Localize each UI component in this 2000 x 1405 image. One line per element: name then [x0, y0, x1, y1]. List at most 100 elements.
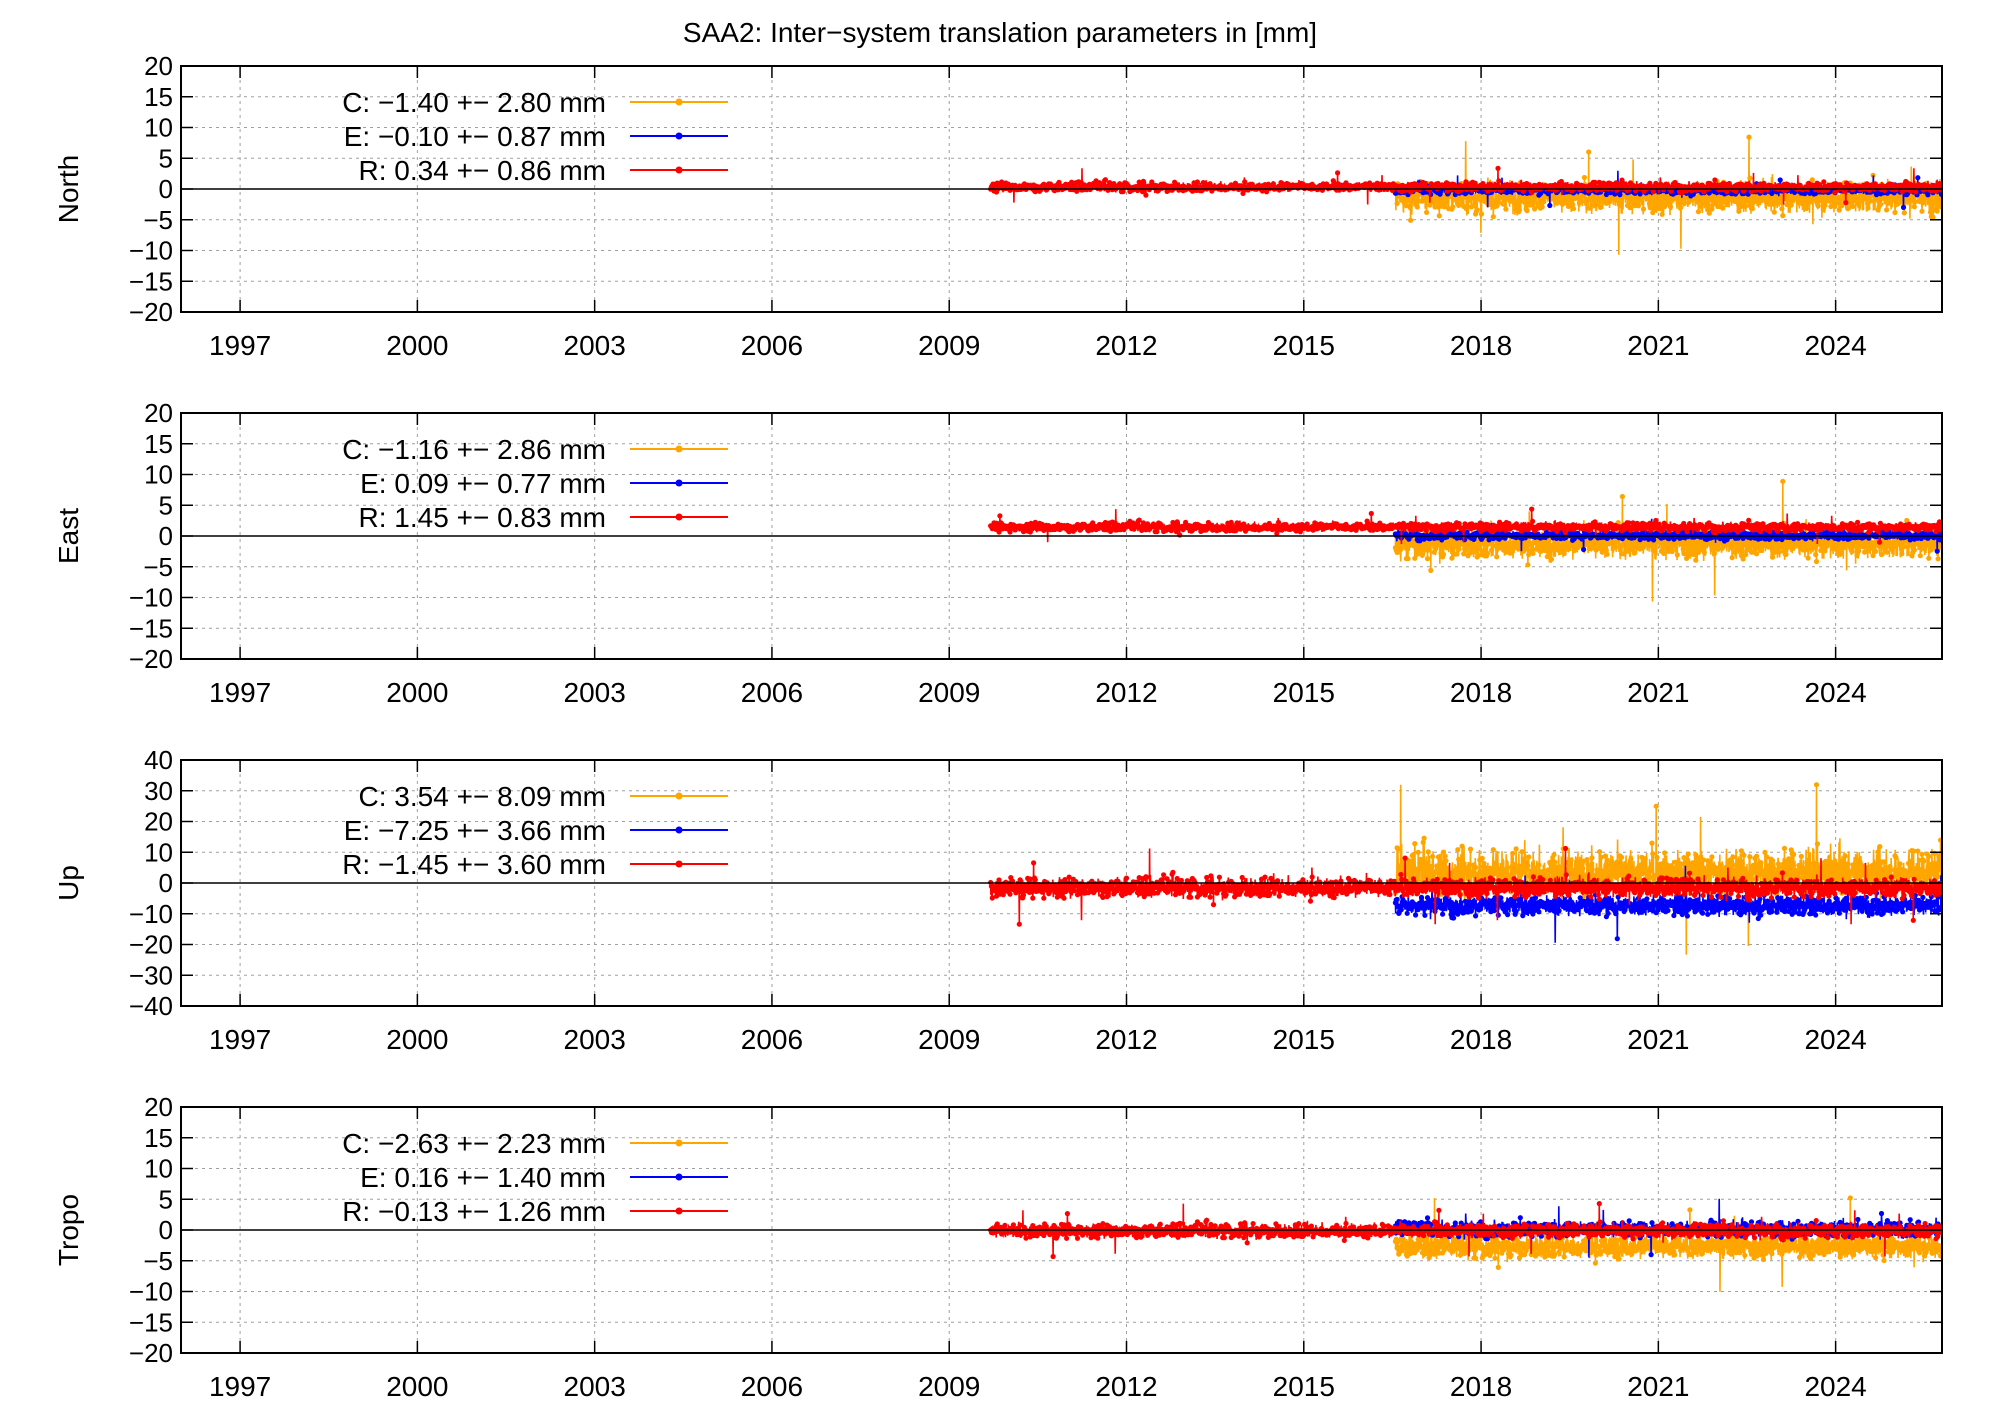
- data-point: [1524, 208, 1529, 213]
- data-point: [1692, 543, 1697, 548]
- data-point: [1668, 204, 1673, 209]
- data-point: [1141, 179, 1146, 184]
- data-point: [1678, 205, 1683, 210]
- data-point: [1841, 541, 1846, 546]
- data-point: [1712, 551, 1717, 556]
- data-point: [1464, 206, 1469, 211]
- data-point: [1077, 179, 1082, 184]
- y-tick-label: −5: [143, 205, 173, 235]
- data-point: [1709, 206, 1714, 211]
- data-point: [1563, 530, 1568, 535]
- data-point: [1777, 549, 1782, 554]
- data-point: [1892, 210, 1897, 215]
- data-point: [1935, 209, 1940, 214]
- y-tick-label: 20: [144, 51, 173, 81]
- data-point: [1821, 207, 1826, 212]
- data-point: [1725, 202, 1730, 207]
- data-point: [1660, 212, 1665, 217]
- data-point: [1716, 541, 1721, 546]
- data-point: [1459, 542, 1464, 547]
- data-point: [1702, 550, 1707, 555]
- data-point: [1754, 551, 1759, 556]
- data-point: [1884, 550, 1889, 555]
- x-tick-label: 2000: [386, 330, 448, 361]
- x-tick-label: 2006: [741, 330, 803, 361]
- data-point: [1517, 207, 1522, 212]
- data-point: [1495, 166, 1500, 171]
- data-point: [1699, 545, 1704, 550]
- data-point: [1730, 555, 1735, 560]
- data-point: [1743, 204, 1748, 209]
- data-point: [1902, 210, 1907, 215]
- data-point: [1659, 197, 1664, 202]
- data-point: [1629, 544, 1634, 549]
- data-point: [1865, 205, 1870, 210]
- data-point: [1491, 214, 1496, 219]
- data-point: [1540, 204, 1545, 209]
- data-point: [1427, 547, 1432, 552]
- data-point: [1450, 204, 1455, 209]
- data-point: [1475, 207, 1480, 212]
- data-point: [1103, 177, 1108, 182]
- data-point: [1855, 520, 1860, 525]
- data-point: [1871, 553, 1876, 558]
- data-point: [1770, 555, 1775, 560]
- data-point: [1033, 520, 1038, 525]
- data-point: [1552, 545, 1557, 550]
- data-point: [1746, 135, 1751, 140]
- data-point: [1582, 175, 1587, 180]
- data-point: [1530, 519, 1535, 524]
- data-point: [1784, 552, 1789, 557]
- data-point: [1758, 529, 1763, 534]
- legend-label-C: C: −1.40 +− 2.80 mm: [342, 87, 606, 118]
- data-point: [1884, 207, 1889, 212]
- data-point: [1919, 209, 1924, 214]
- data-point: [1425, 556, 1430, 561]
- data-point: [1913, 199, 1918, 204]
- data-point: [1856, 548, 1861, 553]
- data-point: [1549, 557, 1554, 562]
- data-point: [1624, 195, 1629, 200]
- data-point: [1930, 215, 1935, 220]
- data-point: [1547, 203, 1552, 208]
- data-point: [1843, 200, 1848, 205]
- data-point: [1915, 175, 1920, 180]
- data-point: [1417, 545, 1422, 550]
- data-point: [1529, 507, 1534, 512]
- data-point: [1437, 543, 1442, 548]
- series-points-C: [1393, 135, 1944, 223]
- data-point: [1143, 193, 1148, 198]
- data-point: [1712, 177, 1717, 182]
- data-point: [1878, 202, 1883, 207]
- data-point: [1837, 207, 1842, 212]
- y-tick-label: 0: [159, 521, 173, 551]
- data-point: [1503, 207, 1508, 212]
- data-point: [1665, 200, 1670, 205]
- data-point: [1670, 549, 1675, 554]
- data-point: [1720, 206, 1725, 211]
- data-point: [1598, 205, 1603, 210]
- y-axis-label: North: [53, 155, 84, 223]
- y-tick-label: 10: [144, 113, 173, 143]
- y-tick-label: −15: [129, 613, 173, 643]
- data-point: [1920, 200, 1925, 205]
- data-point: [1595, 198, 1600, 203]
- data-point: [1860, 544, 1865, 549]
- data-point: [1862, 550, 1867, 555]
- data-point: [1369, 511, 1374, 516]
- data-point: [1525, 562, 1530, 567]
- data-point: [1456, 547, 1461, 552]
- data-layer: [988, 135, 1945, 255]
- data-point: [1814, 559, 1819, 564]
- data-point: [1543, 548, 1548, 553]
- data-point: [1658, 541, 1663, 546]
- data-point: [997, 513, 1002, 518]
- data-point: [1822, 203, 1827, 208]
- data-layer: [988, 479, 1945, 602]
- data-point: [1849, 549, 1854, 554]
- data-point: [1912, 204, 1917, 209]
- data-point: [1926, 556, 1931, 561]
- data-point: [1682, 195, 1687, 200]
